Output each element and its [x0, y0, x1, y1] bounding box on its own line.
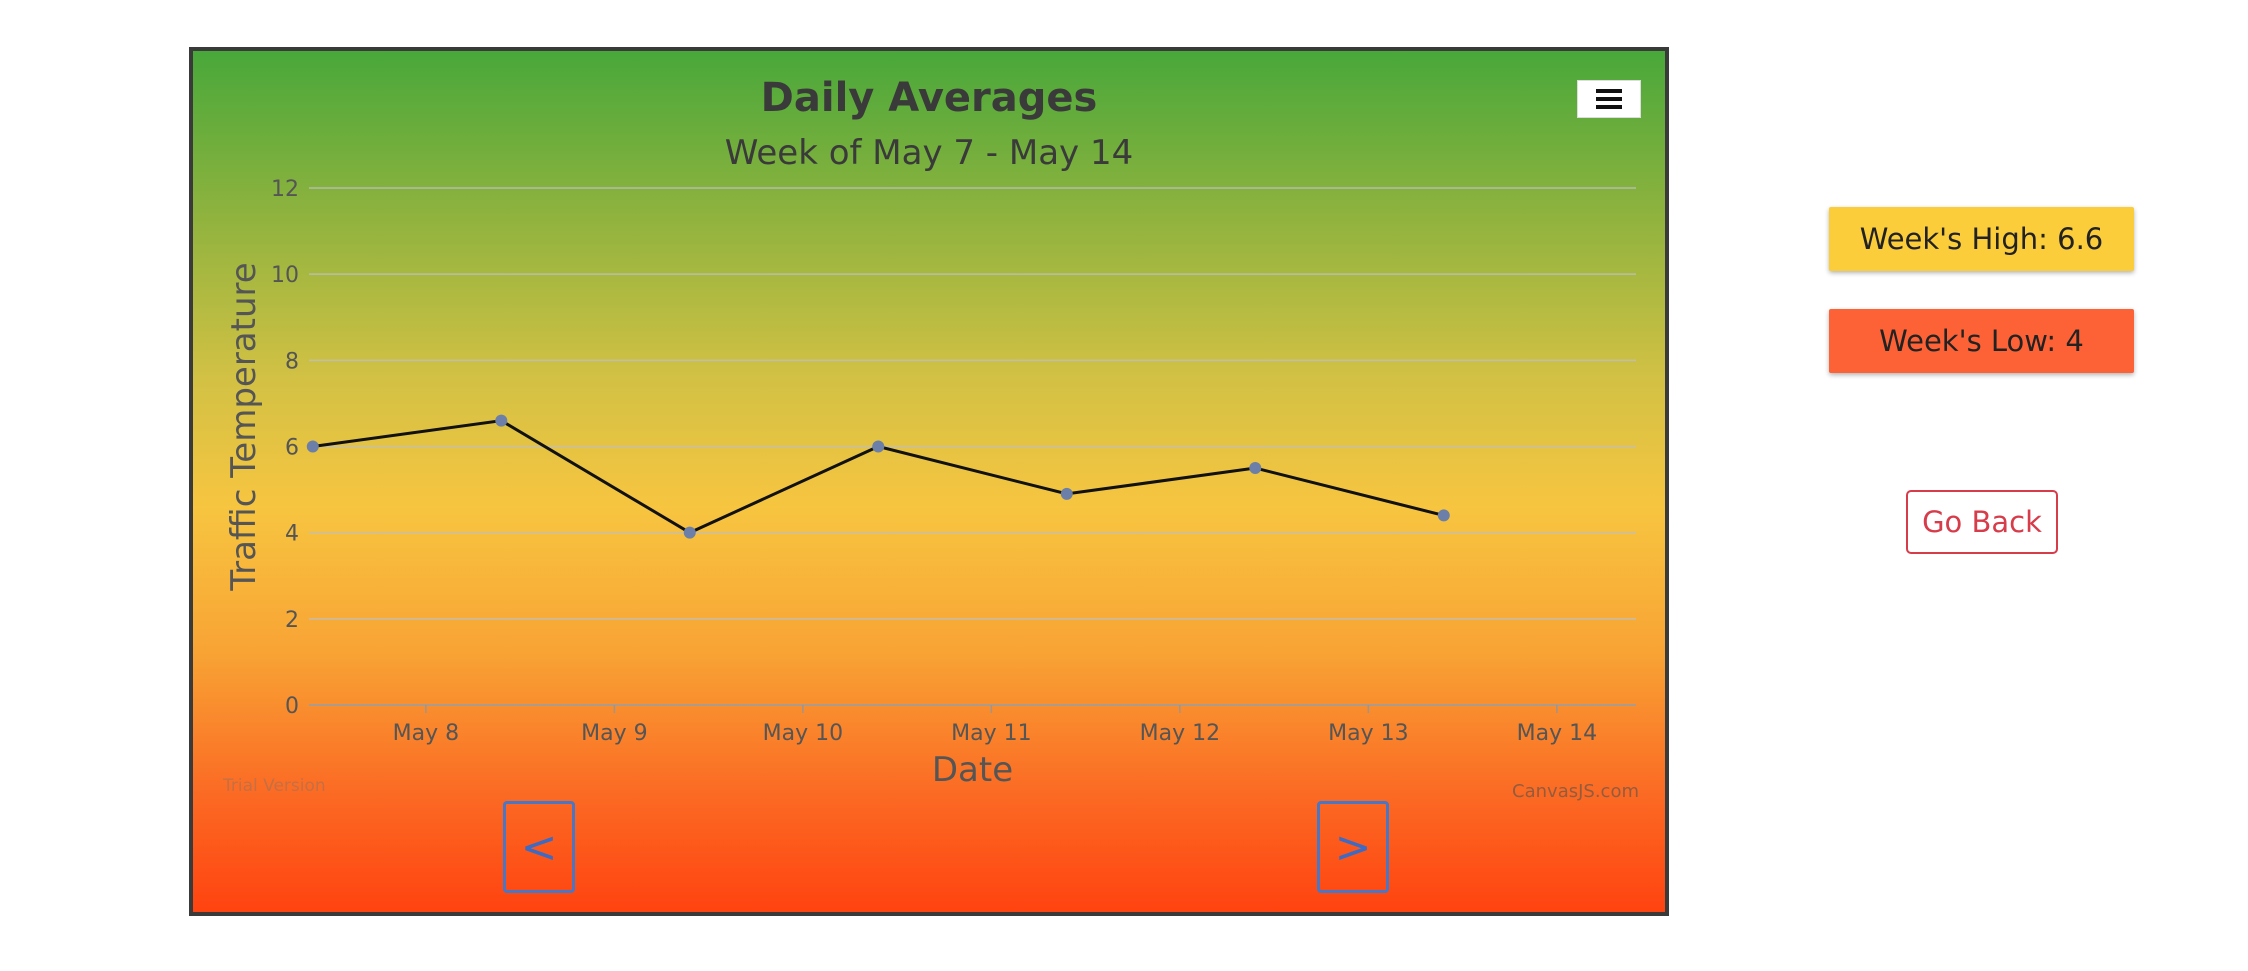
data-point-may-7 — [306, 440, 319, 453]
y-tick-label: 8 — [285, 349, 299, 374]
chart-panel: Daily Averages Week of May 7 - May 14 0 2… — [189, 47, 1669, 916]
x-tick-label: May 10 — [763, 721, 843, 746]
data-point-may-8 — [495, 414, 508, 427]
x-tick-label: May 13 — [1328, 721, 1408, 746]
data-point-may-9 — [683, 526, 696, 539]
y-tick-label: 12 — [271, 177, 299, 202]
chart-subtitle: Week of May 7 - May 14 — [724, 133, 1134, 173]
y-tick-label: 2 — [285, 608, 299, 633]
x-tick-label: May 14 — [1517, 721, 1597, 746]
go-back-button[interactable]: Go Back — [1906, 490, 2058, 554]
canvasjs-credit-link[interactable]: CanvasJS.com — [1512, 781, 1639, 802]
x-tick-label: May 8 — [393, 721, 459, 746]
y-tick-label: 4 — [285, 522, 299, 547]
weeks-high-badge: Week's High: 6.6 — [1829, 207, 2134, 271]
data-point-may-12 — [1249, 462, 1262, 475]
previous-week-button[interactable]: < — [503, 801, 575, 893]
chart-title: Daily Averages — [760, 75, 1098, 121]
next-week-button[interactable]: > — [1317, 801, 1389, 893]
y-tick-label: 10 — [271, 263, 299, 288]
data-point-may-13 — [1437, 509, 1450, 522]
line-chart-plot: 0 2 4 6 8 10 12 May 8 May 9 May 10 May 11 May 12 May… — [224, 177, 1636, 790]
hamburger-menu-icon — [1596, 89, 1622, 109]
data-line — [312, 419, 1445, 535]
y-tick-label: 6 — [285, 436, 299, 461]
y-axis-title: Traffic Temperature — [224, 262, 264, 591]
data-point-may-11 — [1060, 487, 1073, 500]
x-tick-label: May 11 — [951, 721, 1031, 746]
chart-menu-button[interactable] — [1577, 80, 1641, 118]
x-tick-label: May 9 — [581, 721, 647, 746]
y-tick-label: 0 — [285, 694, 299, 719]
x-axis-title: Date — [932, 750, 1013, 790]
data-point-may-10 — [872, 440, 885, 453]
weeks-low-badge: Week's Low: 4 — [1829, 309, 2134, 373]
trial-version-watermark: Trial Version — [223, 776, 326, 796]
x-tick-label: May 12 — [1140, 721, 1220, 746]
